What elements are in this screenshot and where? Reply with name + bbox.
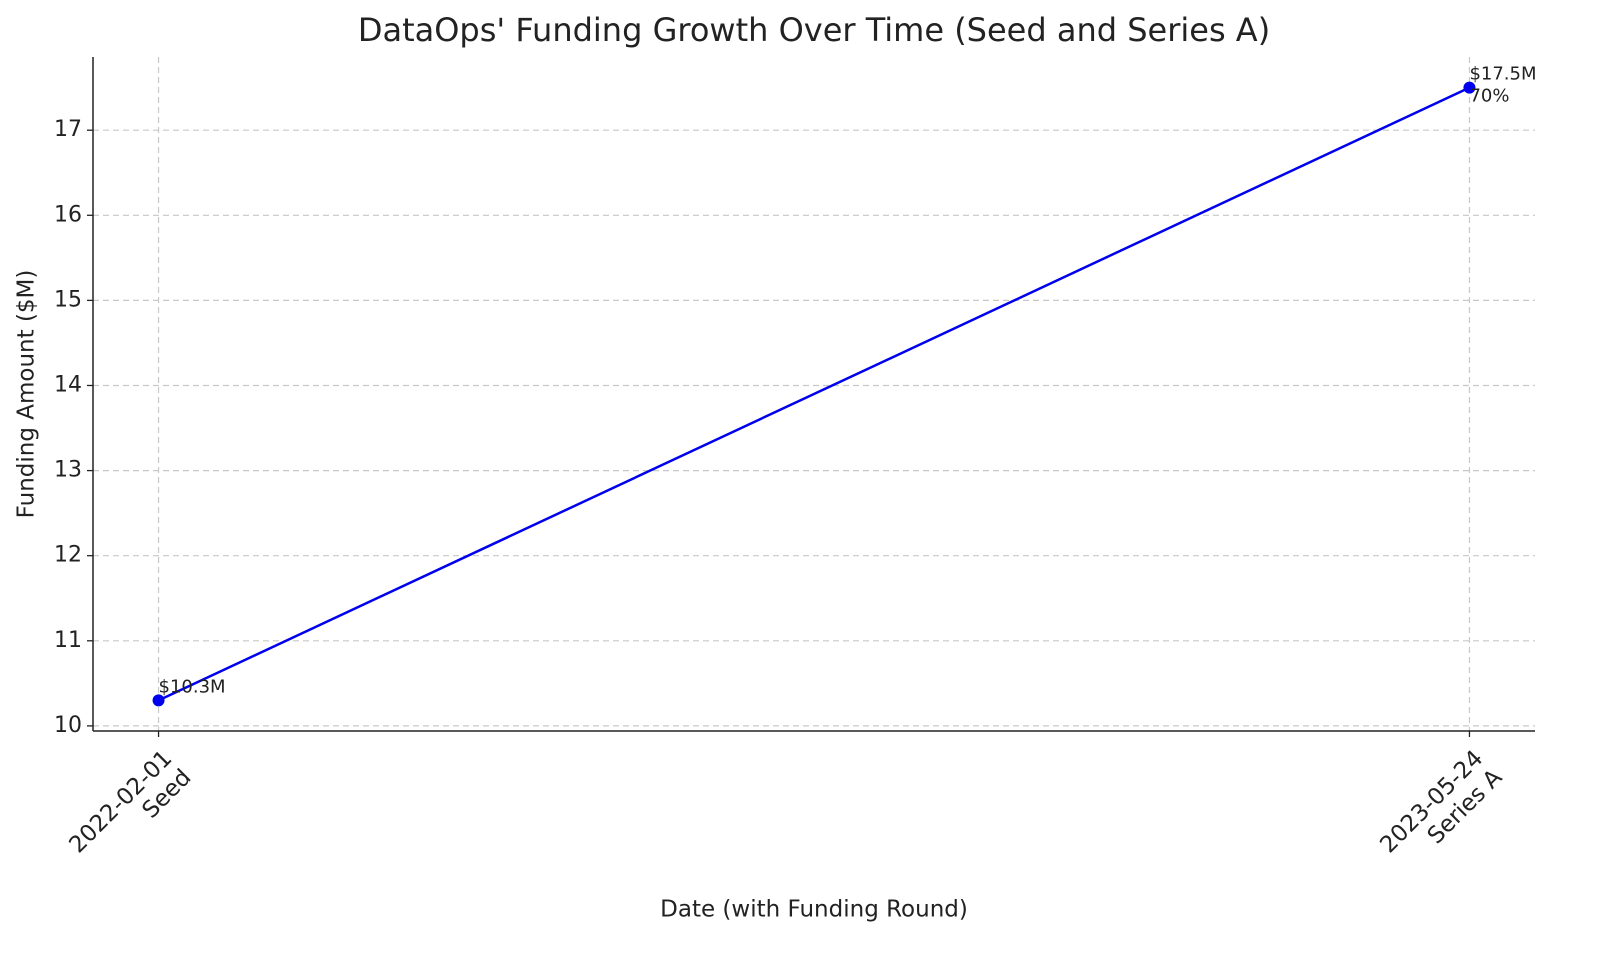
chart-title: DataOps' Funding Growth Over Time (Seed … — [358, 11, 1270, 49]
annotation: 70% — [1469, 86, 1509, 107]
line — [158, 86, 1470, 702]
y-axis-label: Funding Amount ($M) — [14, 270, 40, 519]
y-tick-label: 16 — [54, 202, 82, 227]
y-tick-label: 11 — [54, 628, 82, 653]
y-tick-label: 15 — [54, 287, 82, 312]
data-label: $17.5M — [1469, 64, 1536, 85]
x-axis-label: Date (with Funding Round) — [660, 897, 968, 923]
y-tick-label: 10 — [54, 713, 82, 738]
data-label: $10.3M — [159, 676, 226, 697]
y-tick-label: 14 — [54, 372, 82, 397]
point — [1463, 81, 1476, 94]
point — [152, 694, 165, 707]
y-tick-label: 17 — [54, 117, 82, 142]
y-tick-label: 12 — [54, 543, 82, 568]
y-tick-label: 13 — [54, 458, 82, 483]
